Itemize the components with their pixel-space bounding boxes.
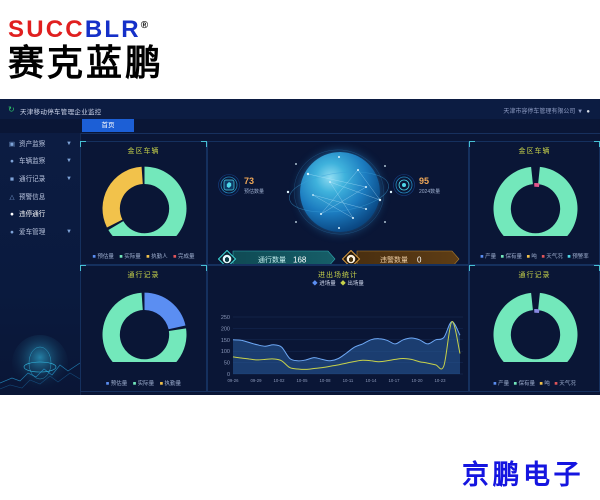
svg-text:10-05: 10-05 xyxy=(297,378,309,383)
svg-text:10-20: 10-20 xyxy=(412,378,424,383)
svg-text:通行数量: 通行数量 xyxy=(258,255,286,264)
svg-text:50: 50 xyxy=(224,361,230,367)
svg-text:100: 100 xyxy=(221,349,230,355)
svg-text:09-26: 09-26 xyxy=(228,378,240,383)
svg-text:10-08: 10-08 xyxy=(320,378,332,383)
svg-text:09-29: 09-29 xyxy=(251,378,263,383)
svg-text:10-17: 10-17 xyxy=(389,378,401,383)
svg-text:168: 168 xyxy=(293,256,307,265)
svg-text:200: 200 xyxy=(221,326,230,332)
svg-text:10-02: 10-02 xyxy=(274,378,286,383)
svg-text:10-11: 10-11 xyxy=(343,378,354,383)
svg-text:250: 250 xyxy=(221,315,230,321)
svg-text:0: 0 xyxy=(417,256,422,265)
svg-text:150: 150 xyxy=(221,338,230,344)
svg-text:违警数量: 违警数量 xyxy=(380,255,408,264)
svg-text:10-14: 10-14 xyxy=(366,378,378,383)
svg-text:10-23: 10-23 xyxy=(435,378,447,383)
